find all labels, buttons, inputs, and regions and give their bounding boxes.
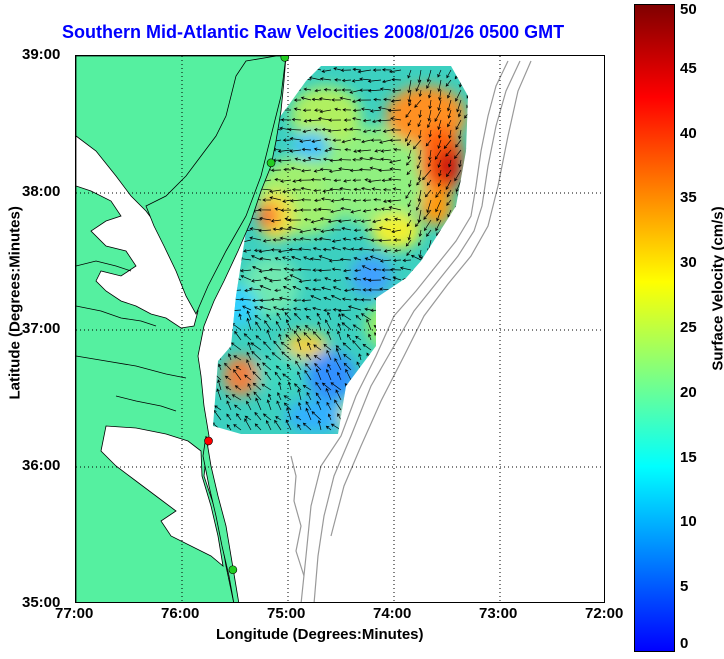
radar-station-marker <box>266 158 276 168</box>
map-canvas <box>76 56 604 602</box>
colorbar <box>634 4 675 652</box>
radar-station-marker <box>228 565 238 575</box>
colorbar-tick-label: 20 <box>680 383 697 401</box>
y-tick-label: 36:00 <box>22 457 61 474</box>
hf-radar-stations <box>204 56 290 575</box>
colorbar-tick-label: 30 <box>680 254 697 272</box>
delmarva-peninsula <box>145 56 287 315</box>
x-axis-label: Longitude (Degrees:Minutes) <box>216 626 424 643</box>
radar-station-marker <box>280 56 290 62</box>
outer-banks <box>202 435 240 602</box>
pamlico-sound <box>100 425 224 567</box>
y-tick-label: 37:00 <box>22 320 61 337</box>
colorbar-tick-label: 5 <box>680 578 689 596</box>
x-tick-label: 73:00 <box>479 605 518 622</box>
colorbar-tick-label: 25 <box>680 319 697 336</box>
x-tick-label: 75:00 <box>267 605 306 622</box>
map-panel <box>75 55 605 603</box>
colorbar-tick-label: 50 <box>680 1 697 18</box>
y-tick-label: 39:00 <box>22 46 61 63</box>
colorbar-tick-label: 15 <box>680 448 697 466</box>
colorbar-tick-label: 10 <box>680 513 697 531</box>
grid-lines <box>76 56 604 602</box>
y-tick-label: 35:00 <box>22 594 61 611</box>
rivers <box>76 260 187 412</box>
x-tick-label: 72:00 <box>585 605 624 622</box>
y-axis-label: Latitude (Degrees:Minutes) <box>6 206 24 400</box>
colorbar-tick-label: 35 <box>680 189 697 207</box>
colorbar-tick-label: 45 <box>680 59 697 77</box>
map-title: Southern Mid-Atlantic Raw Velocities 200… <box>62 22 565 42</box>
x-tick-label: 77:00 <box>55 605 94 622</box>
x-tick-label: 76:00 <box>161 605 200 622</box>
y-tick-label: 38:00 <box>22 183 61 200</box>
colorbar-label: Surface Velocity (cm/s) <box>709 206 724 371</box>
radar-station-marker <box>204 436 213 446</box>
colorbar-tick-label: 40 <box>680 124 697 142</box>
x-tick-label: 74:00 <box>373 605 412 622</box>
bathymetry-contours <box>290 60 532 602</box>
colorbar-tick-label: 0 <box>680 635 689 652</box>
